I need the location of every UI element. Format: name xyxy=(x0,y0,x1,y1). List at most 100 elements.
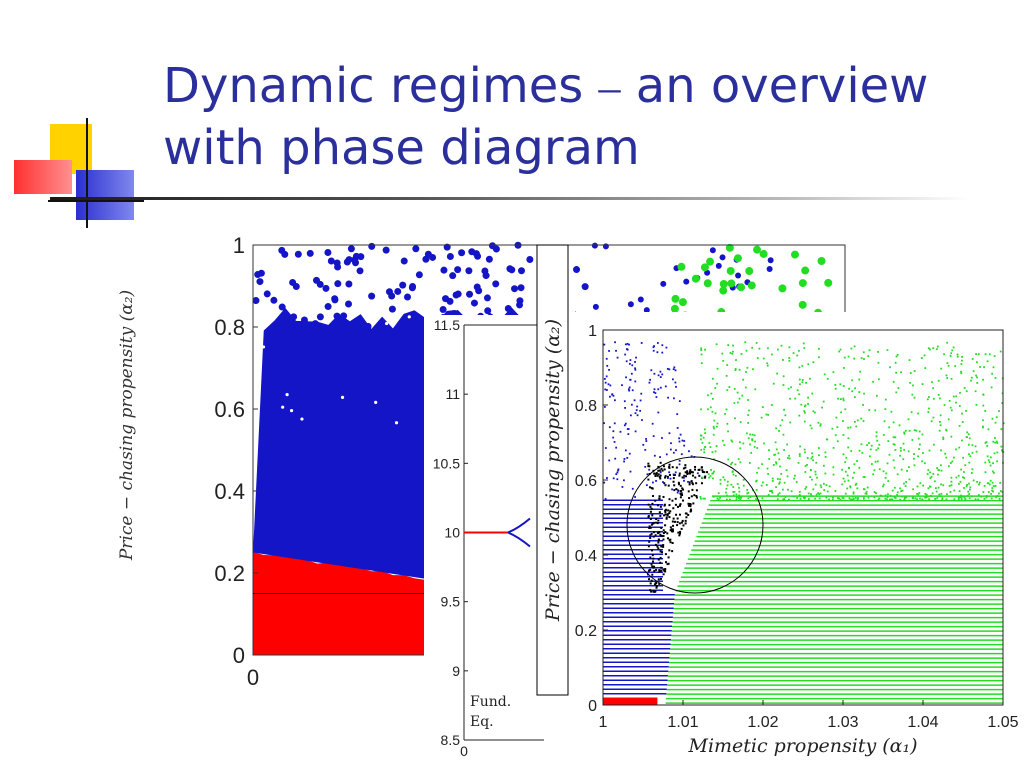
black-point xyxy=(690,480,693,483)
speckle xyxy=(454,307,458,311)
black-point xyxy=(647,462,650,465)
green-point xyxy=(745,371,747,373)
green-point xyxy=(844,470,847,473)
green-point xyxy=(726,266,735,275)
green-point xyxy=(826,377,829,380)
green-point xyxy=(782,359,784,361)
blue-point xyxy=(767,257,774,264)
blue-point xyxy=(270,296,278,304)
green-point xyxy=(873,491,876,493)
blue-point xyxy=(634,367,636,370)
blue-point xyxy=(655,480,657,482)
green-point xyxy=(950,476,953,479)
green-point xyxy=(996,451,999,454)
black-point xyxy=(671,550,674,553)
green-point xyxy=(798,300,807,309)
green-point xyxy=(747,497,750,500)
green-point xyxy=(965,410,967,412)
green-point xyxy=(735,359,737,361)
blue-point xyxy=(619,430,622,433)
green-point xyxy=(946,377,949,379)
blue-point xyxy=(676,489,679,491)
green-point xyxy=(854,387,856,390)
green-point xyxy=(749,496,752,499)
green-point xyxy=(858,466,861,469)
blue-point xyxy=(634,412,637,415)
green-point xyxy=(1000,428,1003,431)
green-point xyxy=(913,370,916,372)
green-point xyxy=(737,458,740,461)
green-point xyxy=(936,345,939,348)
green-point xyxy=(966,431,969,434)
green-point xyxy=(837,497,839,499)
blue-point xyxy=(440,266,448,274)
green-point xyxy=(893,496,896,499)
green-point xyxy=(691,274,700,283)
black-point xyxy=(662,544,665,547)
green-point xyxy=(766,467,769,470)
blue-point xyxy=(644,448,647,451)
green-point xyxy=(998,492,1000,495)
black-point xyxy=(672,517,675,520)
green-point xyxy=(842,385,845,387)
green-point xyxy=(889,366,891,369)
green-point xyxy=(882,470,885,473)
black-point xyxy=(701,469,704,472)
green-point xyxy=(963,387,966,389)
green-point xyxy=(918,430,921,433)
black-point xyxy=(647,545,650,548)
green-point xyxy=(856,487,859,490)
blue-point xyxy=(511,285,519,293)
green-point xyxy=(734,369,737,371)
green-point xyxy=(876,439,879,442)
green-point xyxy=(749,443,751,446)
green-point xyxy=(903,498,906,501)
blue-point xyxy=(281,250,289,258)
blue-point xyxy=(382,246,390,254)
green-point xyxy=(862,476,865,478)
black-point xyxy=(679,484,682,487)
green-point xyxy=(835,416,838,419)
black-point xyxy=(692,502,695,505)
green-point xyxy=(938,429,941,432)
green-point xyxy=(927,495,930,498)
black-point xyxy=(673,489,676,492)
green-point xyxy=(892,443,895,446)
green-point xyxy=(751,439,754,442)
green-point xyxy=(993,452,996,455)
green-point xyxy=(889,498,892,501)
green-point xyxy=(704,348,706,351)
green-point xyxy=(974,390,977,393)
blue-point xyxy=(678,459,681,462)
blue-point xyxy=(458,249,466,257)
black-point xyxy=(663,503,666,506)
green-point xyxy=(878,497,881,500)
green-point xyxy=(735,493,738,496)
green-point xyxy=(726,422,729,425)
green-point xyxy=(943,404,946,406)
black-point xyxy=(669,541,672,544)
green-point xyxy=(771,491,774,494)
blue-point xyxy=(688,450,690,453)
green-point xyxy=(754,440,756,443)
green-point xyxy=(812,459,814,462)
blue-point xyxy=(252,297,260,305)
green-point xyxy=(911,393,914,396)
green-point xyxy=(996,460,999,463)
black-point xyxy=(651,502,654,505)
black-point xyxy=(678,534,681,537)
green-point xyxy=(862,488,865,490)
green-point xyxy=(970,495,973,498)
green-point xyxy=(854,484,857,486)
green-point xyxy=(994,421,997,424)
green-point xyxy=(865,490,868,493)
black-point xyxy=(663,468,666,471)
blue-point xyxy=(627,301,634,308)
black-point xyxy=(691,471,694,474)
black-point xyxy=(698,468,701,471)
green-point xyxy=(811,455,814,458)
blue-point xyxy=(683,444,686,447)
black-point xyxy=(655,472,658,475)
blue-point xyxy=(676,427,679,429)
green-point xyxy=(755,342,758,344)
